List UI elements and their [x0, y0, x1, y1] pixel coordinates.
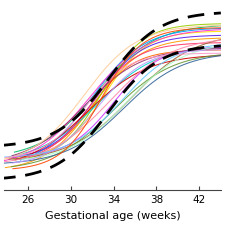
X-axis label: Gestational age (weeks): Gestational age (weeks) [45, 211, 180, 221]
